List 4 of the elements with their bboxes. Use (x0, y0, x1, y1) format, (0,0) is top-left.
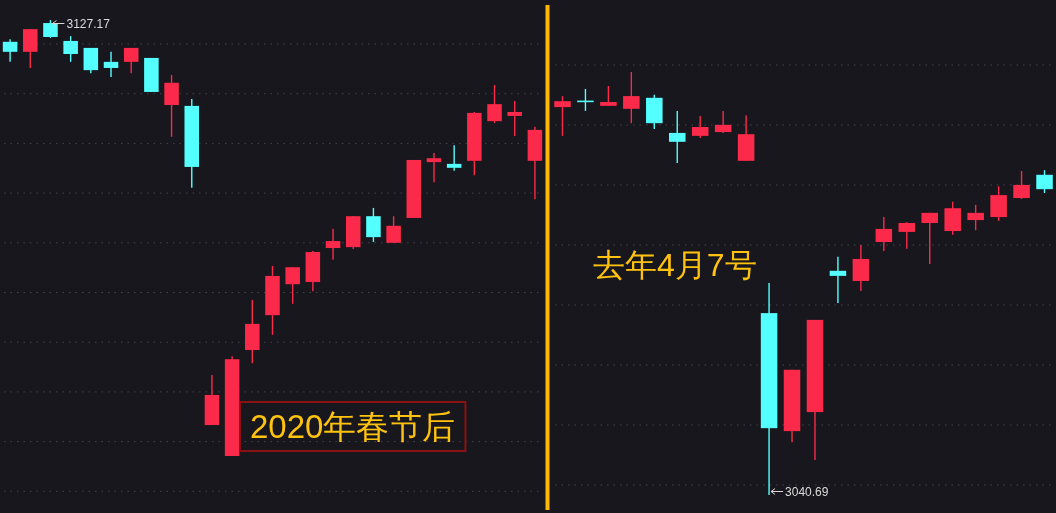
annotation: 3127.17 (66, 16, 111, 31)
annotation: 3040.69 (785, 484, 829, 499)
annotation: 2020年春节后 (250, 408, 456, 445)
annotation: 去年4月7号 (593, 247, 757, 283)
